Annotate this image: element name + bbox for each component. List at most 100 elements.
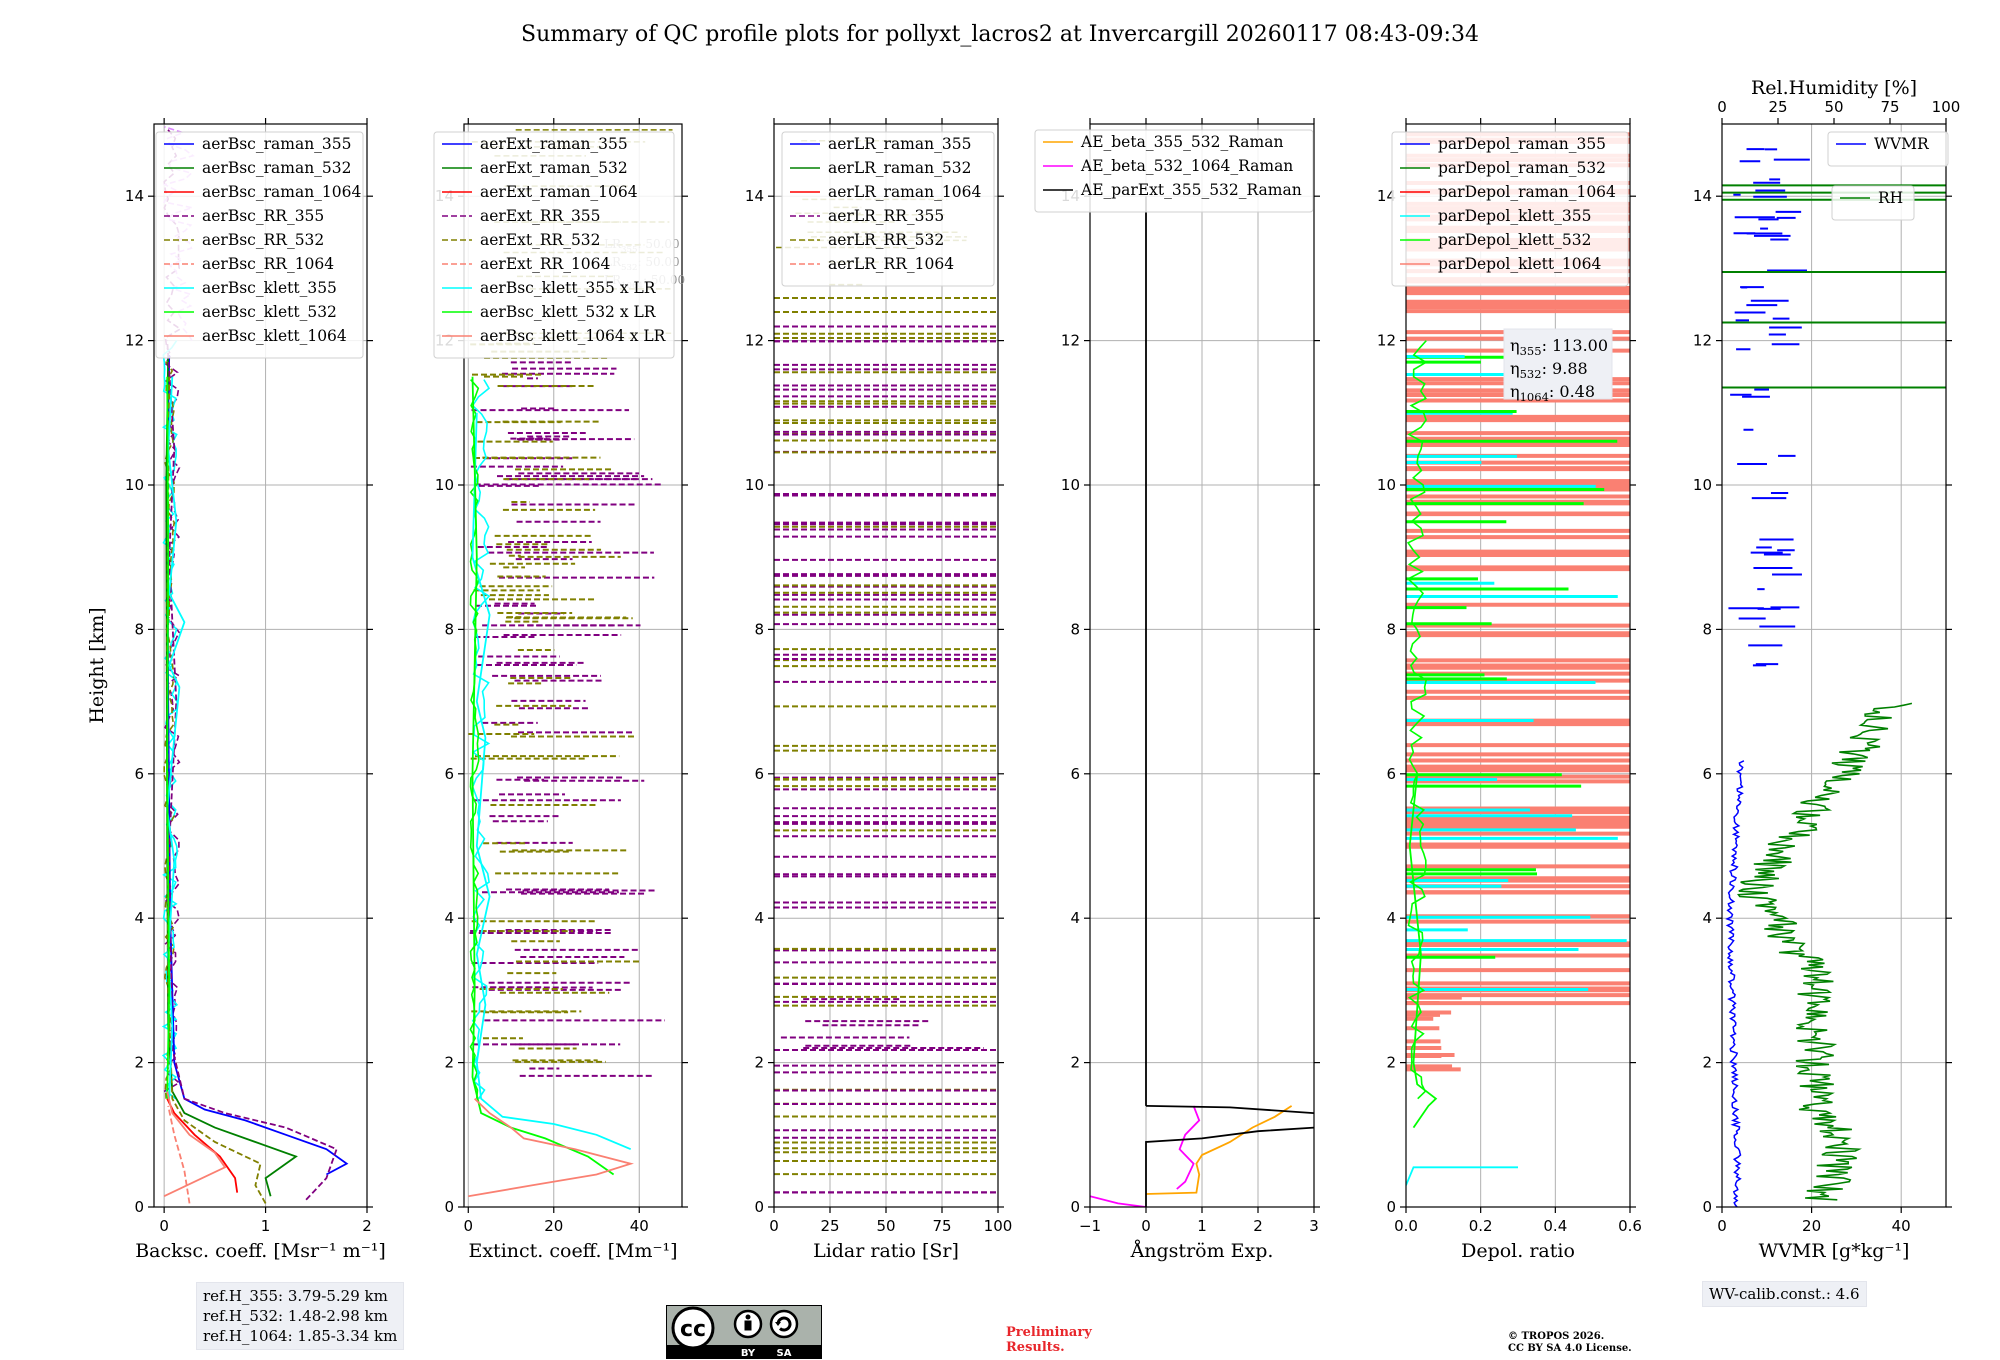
x-axis-label-depol: Depol. ratio xyxy=(1461,1240,1575,1262)
y-axis-label: Height [km] xyxy=(86,607,108,723)
legend-lidar-ratio: aerLR_raman_355 aerLR_raman_532 aerLR_rama… xyxy=(781,131,995,287)
y-tick-label: 12 xyxy=(1061,332,1080,350)
series-AE_beta_532_1064_Raman xyxy=(1090,1195,1147,1207)
plot-area-extinction xyxy=(468,129,673,1198)
legend-entry: aerBsc_klett_355 xyxy=(202,279,337,297)
series-AE_parExt_355_532_Raman_c xyxy=(1145,1105,1314,1114)
axes-frame-extinction xyxy=(463,123,683,1208)
y-tick-label: 10 xyxy=(435,476,454,494)
figure-title: Summary of QC profile plots for pollyxt_… xyxy=(521,22,1479,47)
legend-entry: aerExt_RR_1064 xyxy=(480,255,611,273)
eta-value-value: : 9.88 xyxy=(1542,359,1588,378)
x-axis-label-wvmr: WVMR [g*kg⁻¹] xyxy=(1759,1240,1910,1262)
y-tick-label: 8 xyxy=(134,620,144,638)
y-tick-label: 2 xyxy=(754,1054,764,1072)
x-tick-label: 1 xyxy=(1197,1217,1207,1235)
y-tick-label: 8 xyxy=(1702,620,1712,638)
x-axis-label-lidar_ratio: Lidar ratio [Sr] xyxy=(813,1240,959,1262)
panel-extinction: 0204002468101214Extinct. coeff. [Mm⁻¹]LR… xyxy=(433,118,688,1262)
y-tick-label: 2 xyxy=(1386,1054,1396,1072)
y-tick-label: 12 xyxy=(1377,332,1396,350)
legend-entry: aerLR_raman_355 xyxy=(828,135,971,153)
y-tick-label: 12 xyxy=(125,332,144,350)
x-tick-label: 40 xyxy=(630,1217,649,1235)
cc-icon xyxy=(671,1306,715,1350)
plot-area-depol xyxy=(1406,132,1630,1186)
legend-wvmr-box xyxy=(1827,131,1949,167)
ticks-wvmr xyxy=(1716,118,1952,1213)
legend-entry: aerLR_raman_1064 xyxy=(828,183,981,201)
wvmr-trace xyxy=(1725,760,1745,1207)
x-tick-label: 3 xyxy=(1309,1217,1319,1235)
series-aerBsc_RR_1064 xyxy=(167,1105,191,1204)
ticks-backscatter xyxy=(148,118,373,1213)
y-tick-label: 10 xyxy=(1693,476,1712,494)
panel-angstrom: −1012302468101214Ångström Exp.AE_beta_35… xyxy=(1034,118,1320,1262)
top-x-tick-label: 75 xyxy=(1880,98,1899,116)
legend-entry: parDepol_raman_532 xyxy=(1438,159,1606,177)
y-tick-label: 8 xyxy=(754,620,764,638)
x-axis-label-backscatter: Backsc. coeff. [Msr⁻¹ m⁻¹] xyxy=(135,1240,386,1262)
lr-low-bars xyxy=(780,998,984,1049)
y-tick-label: 4 xyxy=(1386,909,1396,927)
legend-angstrom-box xyxy=(1034,129,1314,213)
y-tick-label: 14 xyxy=(1377,187,1396,205)
y-tick-label: 10 xyxy=(125,476,144,494)
share-alike-icon xyxy=(769,1309,799,1339)
x-tick-label: 0.0 xyxy=(1394,1217,1418,1235)
y-tick-label: 0 xyxy=(134,1198,144,1216)
legend-entry: aerLR_RR_1064 xyxy=(828,255,954,273)
x-tick-label: 50 xyxy=(876,1217,895,1235)
legend-entry: aerExt_raman_532 xyxy=(480,159,628,177)
y-tick-label: 6 xyxy=(1386,765,1396,783)
legend-entry: aerExt_raman_355 xyxy=(480,135,628,153)
legend-rh-box xyxy=(1831,185,1915,221)
eta-box-bg xyxy=(1503,328,1613,400)
legend-extinction: aerExt_raman_355 aerExt_raman_532 aerExt_r… xyxy=(433,131,675,359)
x-tick-label: 2 xyxy=(1253,1217,1263,1235)
y-tick-label: 2 xyxy=(134,1054,144,1072)
legend-lidar-ratio-box xyxy=(781,131,995,287)
ext-klett355-noise xyxy=(471,379,491,1100)
panel-wvmr: 0 20 40 0 2 4 6 8 10 12 14 WVMR [g*kg⁻¹] 0 25 50 75 100 R… xyxy=(1693,77,1960,1262)
axes-frame-backscatter xyxy=(153,123,368,1208)
x-tick-label: 75 xyxy=(932,1217,951,1235)
ext-rr532-bars xyxy=(468,342,640,1063)
legend-entry: aerLR_RR_355 xyxy=(828,207,944,225)
series-AE_beta_532_1064_Raman_b xyxy=(1176,1105,1201,1190)
panel-depol: 0.0 0.2 0.4 0.6 0 2 4 6 8 10 12 14 Depol. ratio parDe… xyxy=(1377,118,1642,1262)
series-aerBsc_klett_532 xyxy=(166,376,171,1099)
y-tick-label: 6 xyxy=(754,765,764,783)
y-tick-label: 0 xyxy=(754,1198,764,1216)
x-tick-label: 2 xyxy=(362,1217,372,1235)
x-tick-label: 0.2 xyxy=(1469,1217,1493,1235)
x-tick-label: 20 xyxy=(544,1217,563,1235)
series-AE_parExt_355_532_Raman xyxy=(1145,1126,1314,1207)
series-aerBsc_raman_532 xyxy=(165,354,298,1197)
depol-klett532-noise xyxy=(1406,340,1428,1100)
eta-value-value: : 113.00 xyxy=(1542,336,1608,355)
top-x-axis-label: Rel.Humidity [%] xyxy=(1751,77,1917,99)
x-axis-label-extinction: Extinct. coeff. [Mm⁻¹] xyxy=(468,1240,677,1262)
y-tick-label: 4 xyxy=(1070,909,1080,927)
eta-value: η355: 113.00 xyxy=(1510,336,1608,358)
grid-angstrom xyxy=(1089,124,1315,1208)
series-aerBsc_klett_1064 xyxy=(163,1091,227,1198)
x-tick-label: 0.6 xyxy=(1618,1217,1642,1235)
y-tick-label: 14 xyxy=(1693,187,1712,205)
x-tick-label: 0 xyxy=(464,1217,474,1235)
eta-value-sub: 1064 xyxy=(1520,390,1549,404)
legend-entry: AE_parExt_355_532_Raman xyxy=(1080,181,1302,199)
y-tick-label: 12 xyxy=(745,332,764,350)
y-tick-label: 6 xyxy=(134,765,144,783)
eta-value-sub: 355 xyxy=(1520,344,1542,358)
legend-backscatter: aerBsc_raman_355 aerBsc_raman_532 aerBsc_r… xyxy=(155,131,364,359)
top-x-tick-label: 0 xyxy=(1717,98,1727,116)
eta-value-value: : 0.48 xyxy=(1549,382,1595,401)
lr-bars xyxy=(774,297,998,1194)
legend-entry: aerExt_RR_355 xyxy=(480,207,601,225)
y-tick-label: 0 xyxy=(1386,1198,1396,1216)
copyright-line-1: © TROPOS 2026. xyxy=(1508,1331,1605,1342)
x-tick-label: 40 xyxy=(1892,1217,1911,1235)
